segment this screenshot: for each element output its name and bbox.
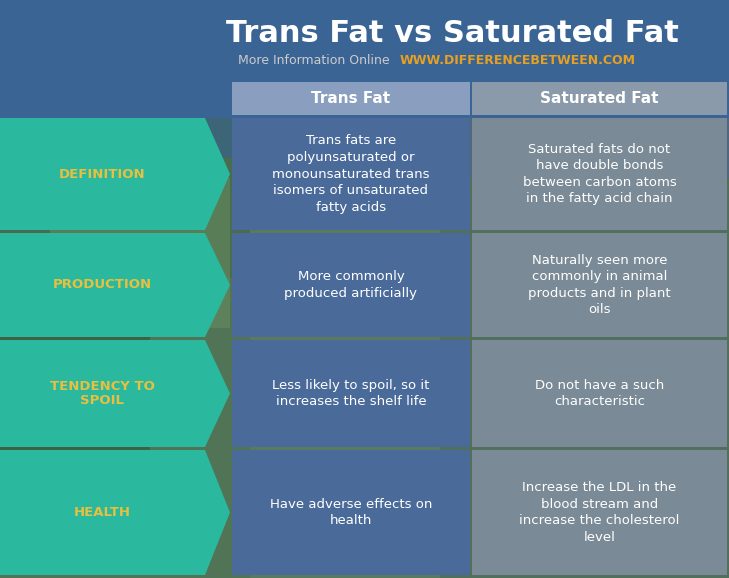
FancyBboxPatch shape: [0, 0, 729, 118]
FancyBboxPatch shape: [232, 118, 470, 230]
FancyBboxPatch shape: [0, 278, 250, 578]
Text: Naturally seen more
commonly in animal
products and in plant
oils: Naturally seen more commonly in animal p…: [529, 254, 671, 316]
FancyBboxPatch shape: [472, 233, 727, 337]
Text: Increase the LDL in the
blood stream and
increase the cholesterol
level: Increase the LDL in the blood stream and…: [519, 481, 679, 544]
Text: DEFINITION: DEFINITION: [59, 168, 146, 180]
Text: Saturated fats do not
have double bonds
between carbon atoms
in the fatty acid c: Saturated fats do not have double bonds …: [523, 143, 677, 205]
FancyBboxPatch shape: [472, 450, 727, 575]
Polygon shape: [0, 340, 230, 447]
Text: TENDENCY TO
SPOIL: TENDENCY TO SPOIL: [50, 380, 155, 407]
Polygon shape: [0, 450, 230, 575]
Text: Do not have a such
characteristic: Do not have a such characteristic: [535, 379, 664, 408]
Polygon shape: [0, 233, 230, 337]
Text: Have adverse effects on
health: Have adverse effects on health: [270, 498, 432, 527]
FancyBboxPatch shape: [472, 82, 727, 115]
Text: Saturated Fat: Saturated Fat: [540, 91, 659, 106]
Text: More commonly
produced artificially: More commonly produced artificially: [284, 271, 418, 300]
FancyBboxPatch shape: [232, 450, 470, 575]
Text: Less likely to spoil, so it
increases the shelf life: Less likely to spoil, so it increases th…: [273, 379, 429, 408]
Text: Trans Fat vs Saturated Fat: Trans Fat vs Saturated Fat: [225, 20, 679, 49]
FancyBboxPatch shape: [472, 340, 727, 447]
Text: Trans Fat: Trans Fat: [311, 91, 391, 106]
FancyBboxPatch shape: [472, 118, 727, 230]
FancyBboxPatch shape: [0, 278, 150, 478]
FancyBboxPatch shape: [232, 82, 470, 115]
Polygon shape: [0, 118, 230, 230]
Text: HEALTH: HEALTH: [74, 506, 131, 519]
FancyBboxPatch shape: [0, 0, 250, 158]
FancyBboxPatch shape: [0, 0, 250, 278]
Text: WWW.DIFFERENCEBETWEEN.COM: WWW.DIFFERENCEBETWEEN.COM: [400, 54, 636, 68]
FancyBboxPatch shape: [50, 178, 230, 328]
FancyBboxPatch shape: [232, 340, 470, 447]
Text: PRODUCTION: PRODUCTION: [53, 279, 152, 291]
FancyBboxPatch shape: [232, 233, 470, 337]
FancyBboxPatch shape: [440, 0, 729, 578]
Text: More Information Online: More Information Online: [238, 54, 390, 68]
Text: Trans fats are
polyunsaturated or
monounsaturated trans
isomers of unsaturated
f: Trans fats are polyunsaturated or monoun…: [272, 135, 430, 213]
FancyBboxPatch shape: [440, 0, 729, 178]
